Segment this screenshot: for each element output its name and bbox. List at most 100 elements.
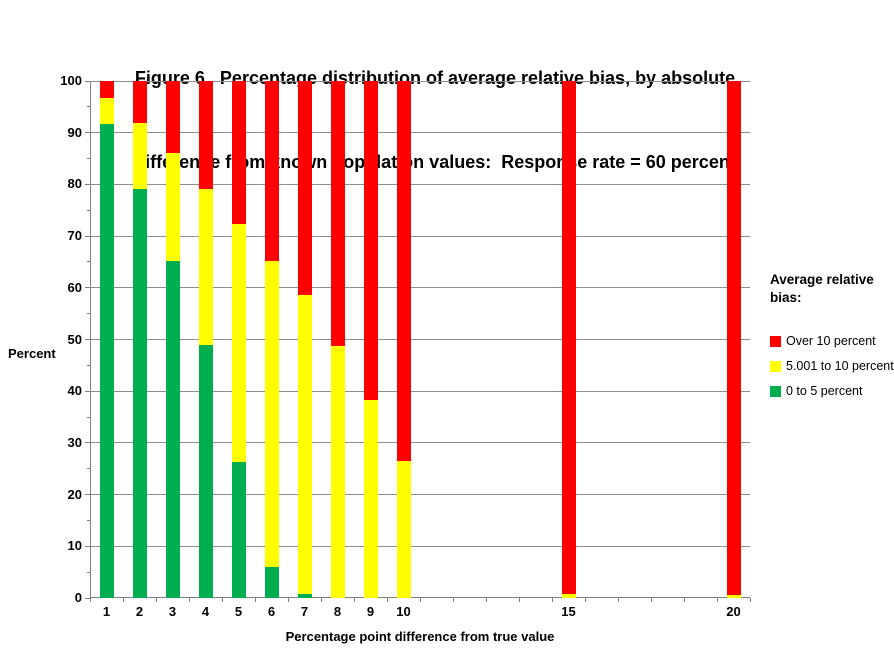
- x-tick-label-3: 3: [168, 604, 177, 619]
- x-tick-label-20: 20: [726, 604, 741, 619]
- y-tick-label-50: 50: [67, 331, 82, 347]
- bar-segment-x4-0-to-5-percent: [198, 344, 213, 598]
- y-axis-title: Percent: [8, 346, 56, 361]
- tick-y-minor-45: [87, 364, 90, 366]
- tick-x-0: [89, 598, 91, 602]
- y-tick-label-30: 30: [67, 434, 82, 450]
- gridline-y-10: [90, 545, 750, 547]
- tick-y-60: [85, 287, 90, 289]
- y-tick-label-40: 40: [67, 383, 82, 399]
- bar-segment-x7-over-10-percent: [297, 81, 312, 295]
- tick-x-20: [749, 598, 751, 602]
- tick-x-17: [650, 598, 652, 602]
- x-tick-label-15: 15: [561, 604, 576, 619]
- bar-segment-x7-5-001-to-10-percent: [297, 294, 312, 595]
- y-tick-label-80: 80: [67, 176, 82, 192]
- tick-y-80: [85, 183, 90, 185]
- bar-segment-x5-5-001-to-10-percent: [231, 223, 246, 462]
- tick-x-9: [386, 598, 388, 602]
- x-axis-title: Percentage point difference from true va…: [285, 629, 555, 644]
- legend-item-5-001-to-10-percent: 5.001 to 10 percent: [770, 359, 894, 374]
- bar-segment-x2-over-10-percent: [132, 81, 147, 123]
- y-tick-label-10: 10: [67, 538, 82, 554]
- bar-segment-x5-over-10-percent: [231, 81, 246, 224]
- x-tick-label-9: 9: [366, 604, 375, 619]
- bar-segment-x2-0-to-5-percent: [132, 188, 147, 598]
- x-tick-label-5: 5: [234, 604, 243, 619]
- bar-segment-x8-over-10-percent: [330, 81, 345, 346]
- x-tick-label-8: 8: [333, 604, 342, 619]
- bar-segment-x9-5-001-to-10-percent: [363, 400, 378, 598]
- legend-label-5-001-to-10-percent: 5.001 to 10 percent: [786, 359, 894, 374]
- bar-segment-x3-over-10-percent: [165, 81, 180, 153]
- legend-swatch-0-to-5-percent: [770, 386, 781, 398]
- bar-segment-x1-5-001-to-10-percent: [99, 98, 114, 124]
- legend-title: Average relative bias:: [770, 272, 874, 306]
- bar-segment-x15-5-001-to-10-percent: [561, 593, 576, 598]
- bar-segment-x10-5-001-to-10-percent: [396, 461, 411, 598]
- tick-y-40: [85, 390, 90, 392]
- tick-x-7: [320, 598, 322, 602]
- legend-swatch-over-10-percent: [770, 336, 781, 348]
- tick-y-minor-75: [87, 209, 90, 211]
- tick-y-0: [85, 597, 90, 599]
- x-tick-label-10: 10: [396, 604, 411, 619]
- bar-segment-x15-over-10-percent: [561, 81, 576, 594]
- gridline-y-90: [90, 132, 750, 134]
- y-tick-label-70: 70: [67, 228, 82, 244]
- tick-x-10: [419, 598, 421, 602]
- tick-y-20: [85, 494, 90, 496]
- tick-x-2: [155, 598, 157, 602]
- bar-segment-x6-0-to-5-percent: [264, 566, 279, 598]
- gridline-y-30: [90, 442, 750, 444]
- tick-y-50: [85, 339, 90, 340]
- tick-y-minor-35: [87, 416, 90, 418]
- tick-y-minor-5: [87, 571, 90, 573]
- bar-segment-x6-5-001-to-10-percent: [264, 260, 279, 567]
- gridline-y-80: [90, 183, 750, 185]
- legend: Average relative bias: Over 10 percent 5.…: [770, 271, 894, 409]
- bar-segment-x3-5-001-to-10-percent: [165, 152, 180, 261]
- legend-swatch-5-001-to-10-percent: [770, 361, 781, 373]
- y-tick-label-20: 20: [67, 486, 82, 502]
- bar-segment-x6-over-10-percent: [264, 81, 279, 261]
- bar-segment-x20-5-001-to-10-percent: [726, 595, 741, 598]
- y-tick-label-100: 100: [60, 73, 82, 88]
- tick-y-90: [85, 132, 90, 134]
- x-tick-label-7: 7: [300, 604, 309, 619]
- legend-items: Over 10 percent 5.001 to 10 percent 0 to 5…: [770, 334, 894, 399]
- bar-segment-x20-over-10-percent: [726, 81, 741, 596]
- x-tick-label-6: 6: [267, 604, 276, 619]
- bar-segment-x1-0-to-5-percent: [99, 123, 114, 598]
- bar-segment-x4-5-001-to-10-percent: [198, 188, 213, 345]
- tick-y-30: [85, 442, 90, 444]
- tick-x-12: [485, 598, 487, 602]
- tick-x-1: [122, 598, 124, 602]
- tick-x-11: [452, 598, 454, 602]
- x-tick-label-1: 1: [102, 604, 111, 619]
- bar-segment-x7-0-to-5-percent: [297, 594, 312, 598]
- tick-y-minor-55: [87, 313, 90, 315]
- gridline-y-70: [90, 235, 750, 237]
- bar-segment-x2-5-001-to-10-percent: [132, 122, 147, 189]
- tick-y-100: [85, 80, 90, 82]
- tick-x-18: [683, 598, 685, 602]
- x-tick-label-2: 2: [135, 604, 144, 619]
- legend-item-0-to-5-percent: 0 to 5 percent: [770, 384, 892, 399]
- tick-y-minor-85: [87, 158, 90, 160]
- tick-y-minor-15: [87, 519, 90, 521]
- tick-x-4: [221, 598, 223, 602]
- bar-segment-x10-over-10-percent: [396, 81, 411, 461]
- legend-label-0-to-5-percent: 0 to 5 percent: [786, 384, 863, 399]
- tick-x-3: [188, 598, 190, 602]
- tick-y-minor-95: [87, 106, 90, 108]
- tick-y-10: [85, 545, 90, 547]
- bar-segment-x8-5-001-to-10-percent: [330, 345, 345, 598]
- gridline-y-60: [90, 287, 750, 289]
- tick-x-19: [716, 598, 718, 602]
- y-tick-label-90: 90: [67, 124, 82, 140]
- bar-segment-x9-over-10-percent: [363, 81, 378, 400]
- x-axis-line: [90, 597, 750, 598]
- y-tick-label-0: 0: [74, 590, 82, 605]
